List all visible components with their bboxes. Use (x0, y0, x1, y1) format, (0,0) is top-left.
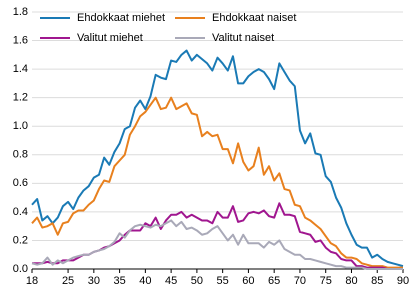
x-tick-label: 45 (165, 275, 177, 287)
legend-label: Valitut miehet (77, 32, 143, 44)
x-tick-label: 55 (217, 275, 229, 287)
y-tick-label: 1.0 (13, 120, 28, 132)
x-tick-label: 65 (268, 275, 280, 287)
x-tick-label: 75 (320, 275, 332, 287)
x-tick-label: 30 (88, 275, 100, 287)
x-tick-label: 80 (345, 275, 357, 287)
y-tick-label: 1.8 (13, 6, 28, 18)
y-tick-label: 0.6 (13, 177, 28, 189)
legend-label: Ehdokkaat naiset (212, 12, 296, 24)
x-tick-label: 18 (26, 275, 38, 287)
y-tick-label: 0.8 (13, 149, 28, 161)
x-tick-label: 35 (113, 275, 125, 287)
y-tick-label: 1.4 (13, 63, 28, 75)
x-tick-label: 40 (139, 275, 151, 287)
y-tick-label: 1.6 (13, 34, 28, 46)
series-line (31, 219, 403, 270)
x-tick-label: 85 (371, 275, 383, 287)
legend-label: Valitut naiset (212, 32, 274, 44)
legend-label: Ehdokkaat miehet (77, 12, 165, 24)
y-tick-label: 0.4 (13, 206, 28, 218)
x-tick-label: 60 (242, 275, 254, 287)
x-tick-label: 70 (294, 275, 306, 287)
series-line (32, 202, 403, 270)
y-tick-label: 0.0 (13, 263, 28, 275)
x-tick-label: 25 (62, 275, 74, 287)
x-tick-label: 50 (191, 275, 203, 287)
series-line (31, 96, 403, 269)
series-line (31, 49, 404, 268)
y-tick-label: 0.2 (13, 234, 28, 246)
x-tick-label: 90 (397, 275, 409, 287)
y-tick-label: 1.2 (13, 92, 28, 104)
